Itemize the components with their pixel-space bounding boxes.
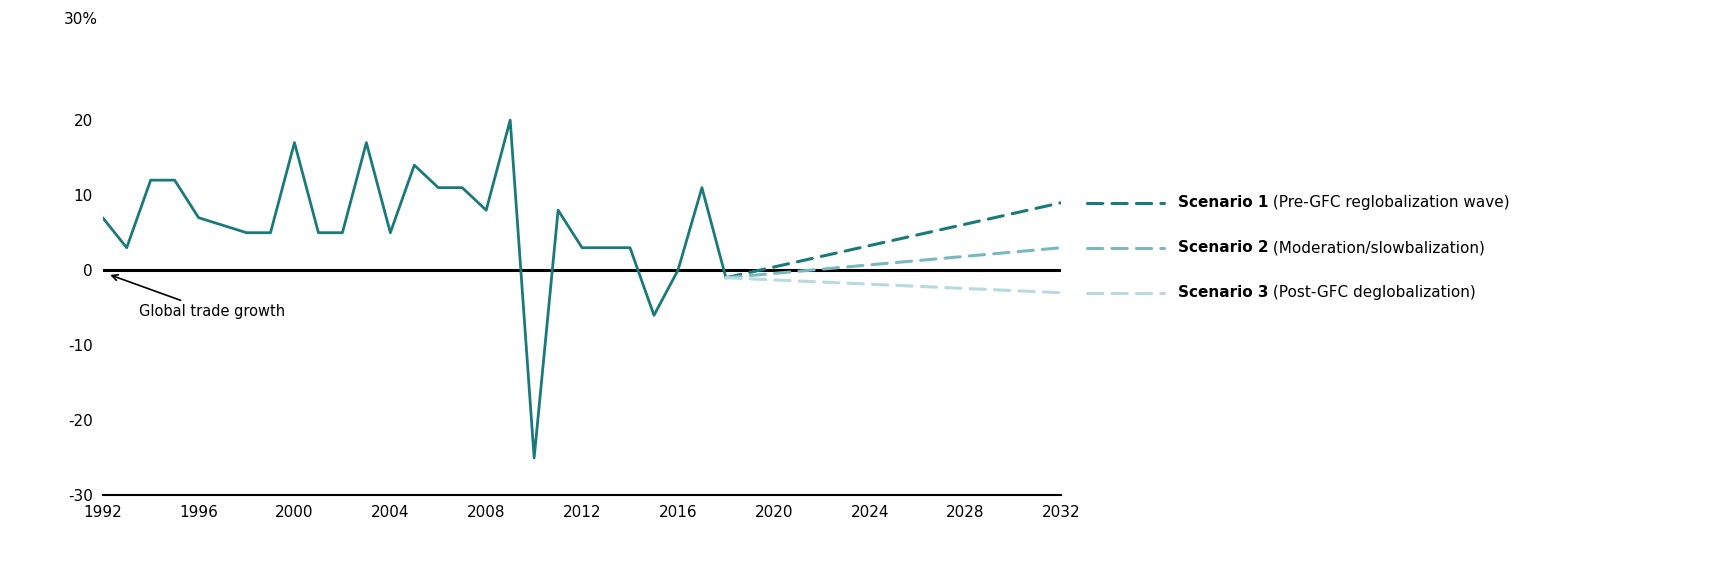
Text: Scenario 1: Scenario 1 — [1178, 195, 1269, 210]
Text: 30%: 30% — [63, 12, 98, 27]
Text: Scenario 3: Scenario 3 — [1178, 285, 1269, 300]
Text: Scenario 2: Scenario 2 — [1178, 240, 1269, 255]
Text: (Pre-GFC reglobalization wave): (Pre-GFC reglobalization wave) — [1269, 195, 1510, 210]
Text: (Post-GFC deglobalization): (Post-GFC deglobalization) — [1269, 285, 1476, 300]
Text: Global trade growth: Global trade growth — [111, 275, 284, 319]
Text: (Moderation/slowbalization): (Moderation/slowbalization) — [1269, 240, 1486, 255]
